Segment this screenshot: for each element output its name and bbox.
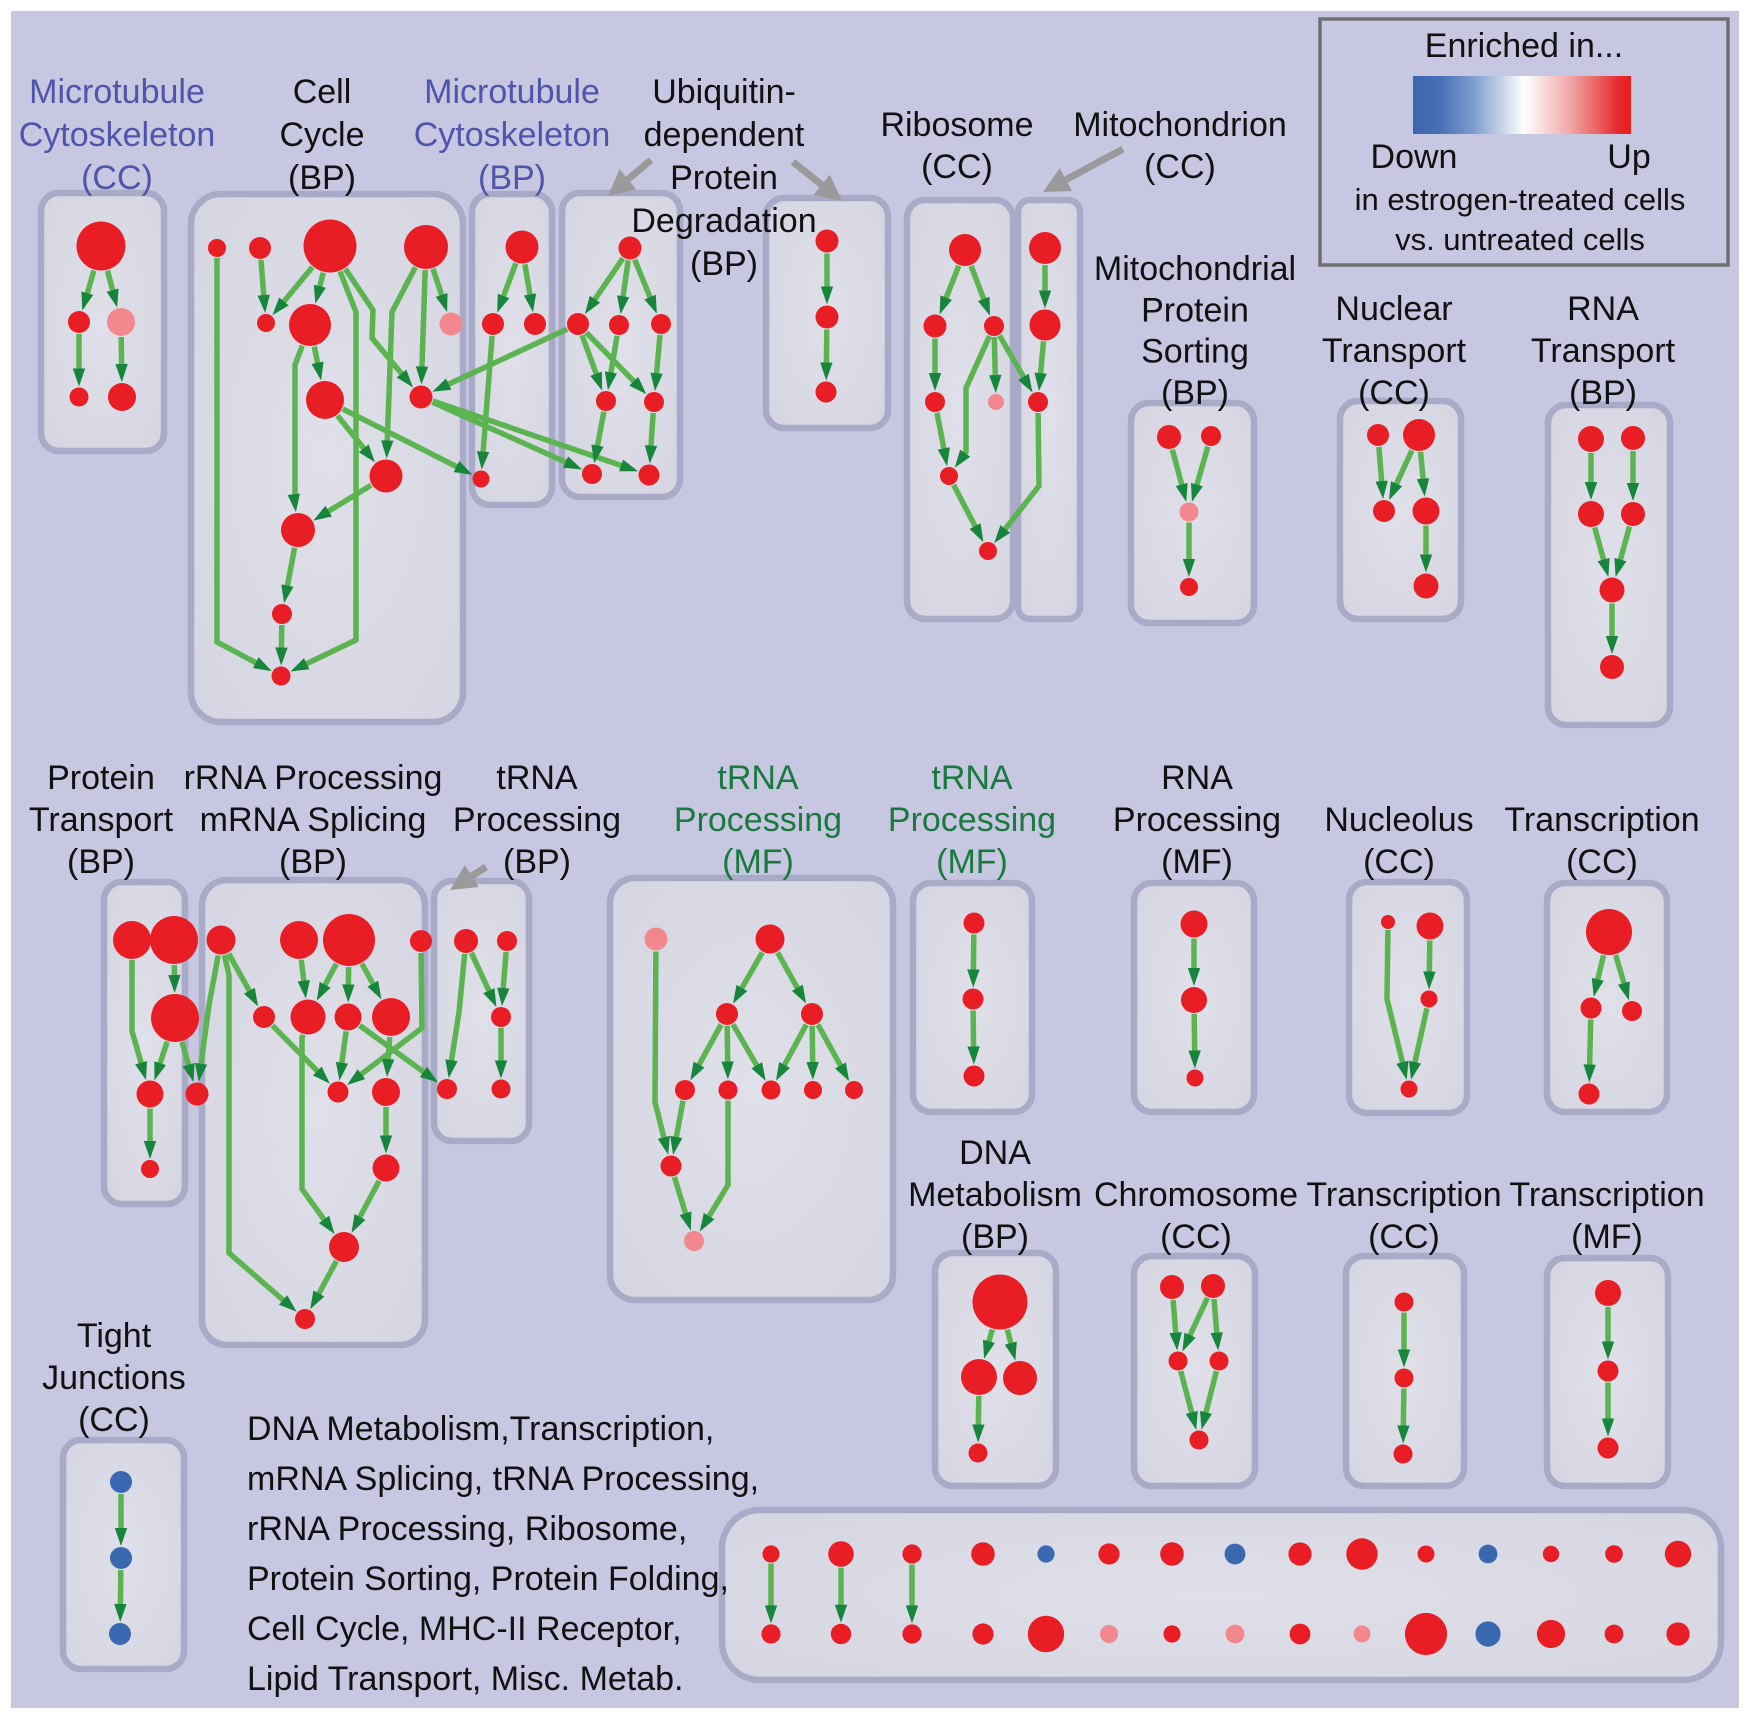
svg-text:RNA: RNA [1567, 290, 1639, 328]
svg-text:(BP): (BP) [690, 245, 758, 283]
svg-text:Cytoskeleton: Cytoskeleton [19, 116, 216, 154]
svg-text:Chromosome: Chromosome [1094, 1176, 1298, 1214]
svg-text:(CC): (CC) [1160, 1218, 1232, 1256]
svg-text:tRNA: tRNA [931, 759, 1013, 797]
svg-text:(BP): (BP) [503, 843, 571, 881]
svg-text:(MF): (MF) [722, 843, 794, 881]
svg-text:Down: Down [1371, 138, 1458, 176]
svg-text:Ribosome: Ribosome [880, 106, 1033, 144]
svg-text:dependent: dependent [644, 116, 805, 154]
svg-text:mRNA Splicing: mRNA Splicing [200, 801, 427, 839]
svg-text:Protein Sorting, Protein Foldi: Protein Sorting, Protein Folding, [247, 1560, 729, 1598]
svg-text:Mitochondrial: Mitochondrial [1094, 250, 1296, 288]
svg-text:Degradation: Degradation [631, 202, 816, 240]
svg-text:Microtubule: Microtubule [29, 73, 205, 111]
svg-text:(CC): (CC) [921, 148, 993, 186]
svg-text:(MF): (MF) [936, 843, 1008, 881]
svg-text:(MF): (MF) [1161, 843, 1233, 881]
svg-text:(CC): (CC) [1358, 374, 1430, 412]
svg-text:(CC): (CC) [1363, 843, 1435, 881]
svg-text:RNA: RNA [1161, 759, 1233, 797]
svg-text:Transport: Transport [1322, 332, 1467, 370]
svg-text:Transcription: Transcription [1306, 1176, 1501, 1214]
svg-text:Metabolism: Metabolism [908, 1176, 1082, 1214]
svg-text:(CC): (CC) [81, 159, 153, 197]
svg-text:Transcription: Transcription [1509, 1176, 1704, 1214]
svg-text:Mitochondrion: Mitochondrion [1073, 106, 1287, 144]
svg-text:Cycle: Cycle [279, 116, 364, 154]
svg-text:(CC): (CC) [1566, 843, 1638, 881]
svg-text:Protein: Protein [47, 759, 155, 797]
svg-text:(BP): (BP) [288, 159, 356, 197]
svg-text:Nucleolus: Nucleolus [1324, 801, 1473, 839]
svg-text:in estrogen-treated cells: in estrogen-treated cells [1355, 182, 1686, 217]
svg-text:rRNA Processing, Ribosome,: rRNA Processing, Ribosome, [247, 1510, 687, 1548]
svg-text:tRNA: tRNA [717, 759, 799, 797]
svg-text:Transcription: Transcription [1504, 801, 1699, 839]
svg-text:vs. untreated cells: vs. untreated cells [1395, 222, 1645, 257]
svg-text:Protein: Protein [670, 159, 778, 197]
svg-text:(MF): (MF) [1571, 1218, 1643, 1256]
svg-text:Processing: Processing [674, 801, 842, 839]
svg-text:Processing: Processing [1113, 801, 1281, 839]
svg-text:(BP): (BP) [961, 1218, 1029, 1256]
svg-text:(BP): (BP) [1161, 374, 1229, 412]
svg-text:Transport: Transport [29, 801, 174, 839]
svg-text:Junctions: Junctions [42, 1359, 186, 1397]
svg-text:Microtubule: Microtubule [424, 73, 600, 111]
svg-text:Processing: Processing [453, 801, 621, 839]
svg-text:(BP): (BP) [279, 843, 347, 881]
svg-text:(CC): (CC) [1368, 1218, 1440, 1256]
svg-text:DNA: DNA [959, 1134, 1031, 1172]
svg-text:Up: Up [1607, 138, 1650, 176]
svg-text:(CC): (CC) [1144, 148, 1216, 186]
svg-text:(CC): (CC) [78, 1401, 150, 1439]
svg-text:Transport: Transport [1531, 332, 1676, 370]
svg-text:Enriched in...: Enriched in... [1425, 27, 1623, 65]
svg-text:mRNA Splicing, tRNA Processing: mRNA Splicing, tRNA Processing, [247, 1460, 759, 1498]
svg-text:(BP): (BP) [1569, 374, 1637, 412]
svg-text:(BP): (BP) [478, 159, 546, 197]
svg-text:DNA Metabolism,Transcription,: DNA Metabolism,Transcription, [247, 1410, 714, 1448]
svg-text:Tight: Tight [77, 1317, 152, 1355]
svg-text:Cytoskeleton: Cytoskeleton [414, 116, 611, 154]
svg-text:Nuclear: Nuclear [1335, 290, 1452, 328]
svg-text:Protein: Protein [1141, 291, 1249, 329]
svg-text:Processing: Processing [888, 801, 1056, 839]
svg-text:Ubiquitin-: Ubiquitin- [652, 73, 796, 111]
svg-text:Cell: Cell [293, 73, 352, 111]
svg-text:Cell Cycle, MHC-II Receptor,: Cell Cycle, MHC-II Receptor, [247, 1610, 682, 1648]
svg-text:Sorting: Sorting [1141, 333, 1249, 371]
svg-text:(BP): (BP) [67, 843, 135, 881]
svg-text:rRNA Processing: rRNA Processing [184, 759, 443, 797]
svg-text:tRNA: tRNA [496, 759, 578, 797]
svg-text:Lipid Transport, Misc. Metab.: Lipid Transport, Misc. Metab. [247, 1660, 684, 1698]
